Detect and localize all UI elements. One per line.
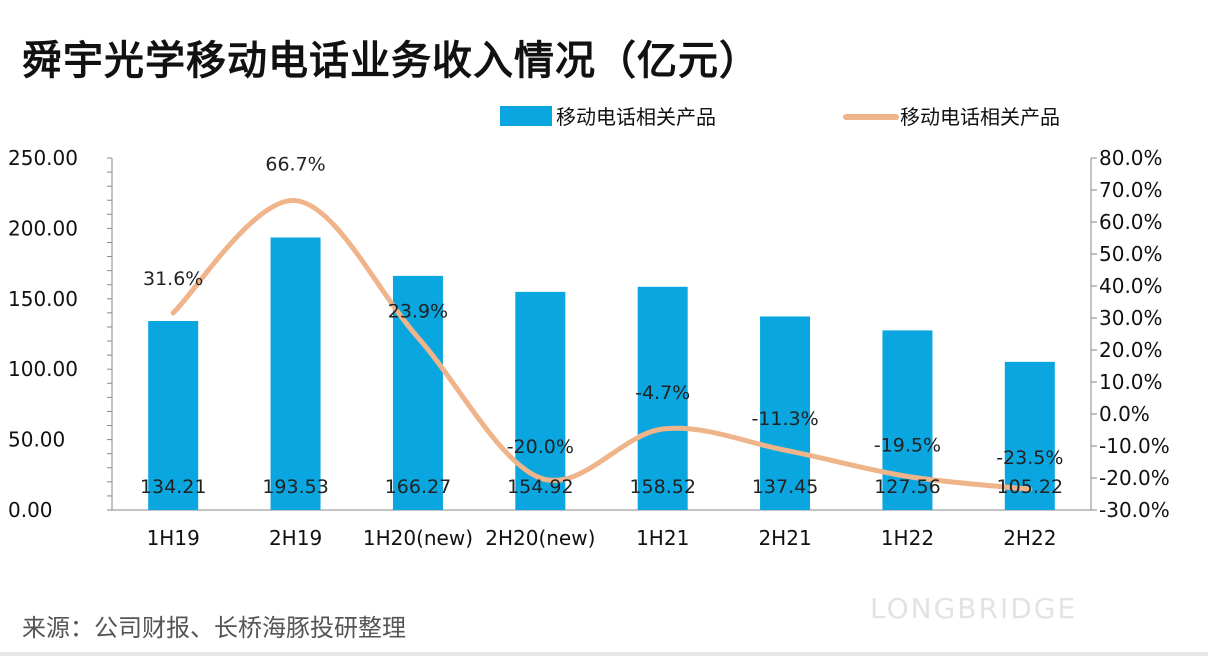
- bar: [637, 286, 688, 510]
- y-tick-label: 250.00: [8, 146, 78, 170]
- x-tick-label: 1H21: [636, 526, 689, 550]
- bar-value-label: 137.45: [752, 476, 818, 498]
- legend-line-label: 移动电话相关产品: [900, 105, 1060, 129]
- growth-line: [170, 198, 1033, 492]
- line-value-label: -4.7%: [635, 382, 690, 404]
- y2-tick-label: 50.0%: [1099, 242, 1163, 266]
- bar: [148, 321, 199, 510]
- legend-bar-label: 移动电话相关产品: [556, 105, 716, 129]
- x-tick-label: 1H19: [147, 526, 200, 550]
- y-tick-label: 100.00: [8, 357, 78, 381]
- y2-tick-label: 20.0%: [1099, 338, 1163, 362]
- y2-tick-label: 10.0%: [1099, 370, 1163, 394]
- bar-value-label: 105.22: [997, 476, 1063, 498]
- bottom-border: [0, 652, 1208, 656]
- bar: [270, 237, 321, 510]
- y2-tick-label: 30.0%: [1099, 306, 1163, 330]
- line-value-label: -20.0%: [507, 436, 574, 458]
- y2-tick-label: 40.0%: [1099, 274, 1163, 298]
- y2-tick-label: -20.0%: [1099, 466, 1170, 490]
- y2-tick-label: -10.0%: [1099, 434, 1170, 458]
- legend-bar-swatch: [500, 106, 552, 126]
- y-tick-label: 50.00: [8, 428, 65, 452]
- bar-value-label: 158.52: [629, 476, 695, 498]
- x-tick-label: 1H20(new): [363, 526, 473, 550]
- chart-title: 舜宇光学移动电话业务收入情况（亿元）: [22, 38, 760, 84]
- line-value-label: 23.9%: [388, 301, 448, 323]
- line-value-label: 31.6%: [143, 268, 203, 290]
- x-tick-label: 2H22: [1003, 526, 1056, 550]
- y2-tick-label: 0.0%: [1099, 402, 1150, 426]
- bar-value-label: 193.53: [262, 476, 328, 498]
- bar: [760, 316, 811, 510]
- line-value-label: -23.5%: [996, 447, 1063, 469]
- bar: [515, 291, 566, 510]
- bar-value-label: 154.92: [507, 476, 573, 498]
- x-tick-label: 2H19: [269, 526, 322, 550]
- line-value-label: -11.3%: [751, 408, 818, 430]
- bar-value-label: 127.56: [874, 476, 940, 498]
- watermark: LONGBRIDGE: [870, 592, 1078, 625]
- y-tick-label: 200.00: [8, 216, 78, 240]
- x-tick-label: 2H21: [758, 526, 811, 550]
- bar-value-label: 134.21: [140, 476, 206, 498]
- y2-tick-label: -30.0%: [1099, 498, 1170, 522]
- line-value-label: 66.7%: [265, 154, 325, 176]
- y2-tick-label: 70.0%: [1099, 178, 1163, 202]
- y2-tick-label: 80.0%: [1099, 146, 1163, 170]
- line-value-label: -19.5%: [874, 434, 941, 456]
- y2-tick-label: 60.0%: [1099, 210, 1163, 234]
- x-tick-label: 2H20(new): [485, 526, 595, 550]
- x-tick-label: 1H22: [881, 526, 934, 550]
- y-tick-label: 0.00: [8, 498, 53, 522]
- source-note: 来源：公司财报、长桥海豚投研整理: [22, 614, 406, 642]
- bar-value-label: 166.27: [385, 476, 451, 498]
- y-tick-label: 150.00: [8, 287, 78, 311]
